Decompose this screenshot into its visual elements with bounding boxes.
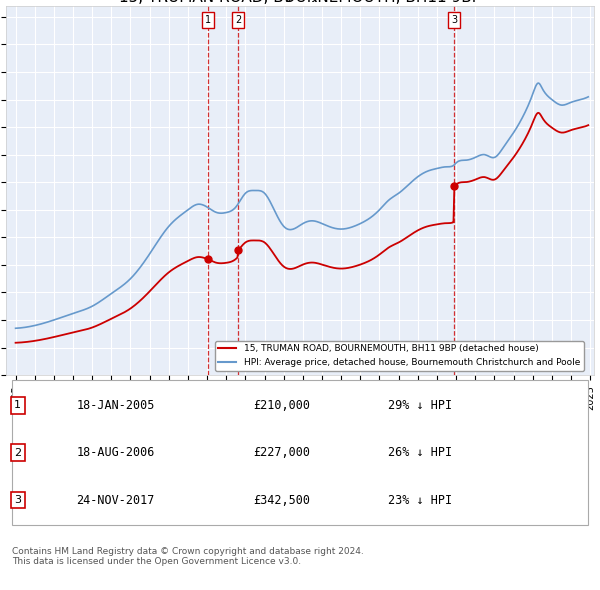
Text: 3: 3 (14, 495, 21, 505)
Text: 18-JAN-2005: 18-JAN-2005 (77, 399, 155, 412)
Title: 15, TRUMAN ROAD, BOURNEMOUTH, BH11 9BP: 15, TRUMAN ROAD, BOURNEMOUTH, BH11 9BP (119, 0, 481, 5)
Text: £227,000: £227,000 (253, 446, 310, 459)
Text: 1: 1 (14, 401, 21, 411)
Text: 26% ↓ HPI: 26% ↓ HPI (388, 446, 452, 459)
Text: 29% ↓ HPI: 29% ↓ HPI (388, 399, 452, 412)
Text: 23% ↓ HPI: 23% ↓ HPI (388, 493, 452, 506)
Text: 1: 1 (205, 15, 211, 25)
Text: 18-AUG-2006: 18-AUG-2006 (77, 446, 155, 459)
Text: 2: 2 (235, 15, 241, 25)
FancyBboxPatch shape (12, 381, 588, 525)
Text: Price paid vs. HM Land Registry's House Price Index (HPI): Price paid vs. HM Land Registry's House … (131, 0, 469, 2)
Text: £210,000: £210,000 (253, 399, 310, 412)
Text: 2: 2 (14, 448, 22, 458)
Text: 3: 3 (451, 15, 457, 25)
Legend: 15, TRUMAN ROAD, BOURNEMOUTH, BH11 9BP (detached house), HPI: Average price, det: 15, TRUMAN ROAD, BOURNEMOUTH, BH11 9BP (… (215, 341, 584, 371)
Text: £342,500: £342,500 (253, 493, 310, 506)
Text: 24-NOV-2017: 24-NOV-2017 (77, 493, 155, 506)
Text: Contains HM Land Registry data © Crown copyright and database right 2024.
This d: Contains HM Land Registry data © Crown c… (12, 546, 364, 566)
